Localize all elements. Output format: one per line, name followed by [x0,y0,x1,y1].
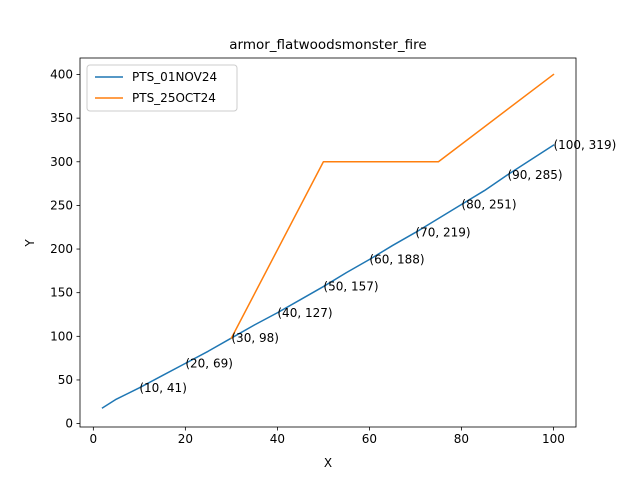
y-tick-label: 0 [65,417,73,431]
x-tick-label: 80 [454,432,469,446]
x-tick-label: 60 [362,432,377,446]
y-axis-label: Y [23,239,37,248]
chart-title: armor_flatwoodsmonster_fire [229,37,427,53]
data-annotation: (40, 127) [277,306,332,320]
y-tick-label: 250 [50,198,73,212]
y-tick-label: 100 [50,329,73,343]
y-tick-label: 400 [50,67,73,81]
y-tick-label: 350 [50,111,73,125]
legend-box [86,64,238,112]
x-tick-label: 100 [542,432,565,446]
series-line-2 [230,73,555,340]
x-tick-label: 40 [270,432,285,446]
data-annotation: (10, 41) [139,381,187,395]
y-tick-label: 200 [50,242,73,256]
data-annotation: (70, 219) [415,225,470,239]
data-annotation: (100, 319) [553,138,616,152]
y-tick-label: 300 [50,155,73,169]
x-tick-label: 0 [90,432,98,446]
legend-entry-1: PTS_01NOV24 [132,70,217,84]
plot-area: (10, 41) (20, 69) (30, 98) (40, 127) (50, 15… [50,57,616,446]
data-annotation: (20, 69) [185,356,233,370]
data-annotation: (30, 98) [231,331,279,345]
data-annotation: (50, 157) [323,280,378,294]
x-axis-label: X [324,456,332,470]
axes-frame [79,57,577,428]
y-tick-label: 150 [50,286,73,300]
y-tick-label: 50 [58,373,73,387]
data-annotation: (90, 285) [507,168,562,182]
series-line-1 [101,144,555,409]
data-annotation: (80, 251) [461,198,516,212]
legend-entry-2: PTS_25OCT24 [132,91,216,105]
data-annotation: (60, 188) [369,253,424,267]
x-tick-label: 20 [178,432,193,446]
